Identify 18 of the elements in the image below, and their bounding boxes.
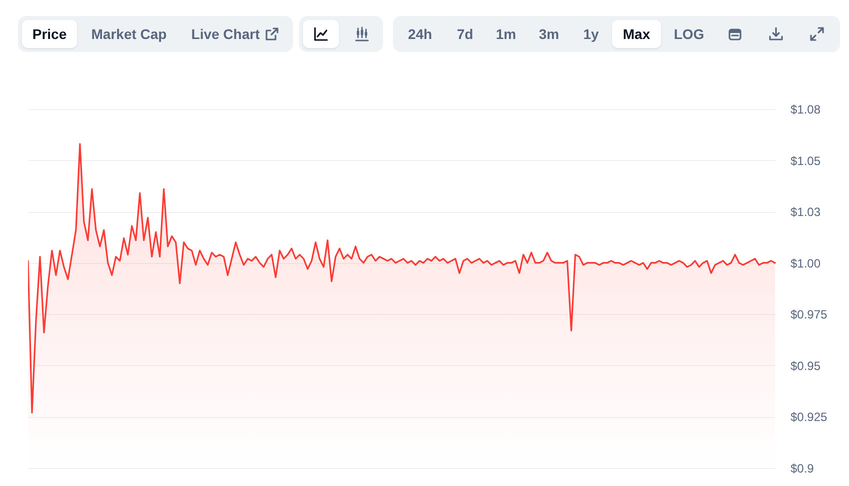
text: LOG: [674, 26, 704, 42]
text: 7d: [456, 26, 474, 42]
text: 24h: [408, 26, 432, 42]
text: Live Chart: [191, 26, 260, 42]
text: Market Cap: [91, 26, 167, 42]
button: Price: [22, 20, 77, 48]
y-tick-label: $1.03: [790, 205, 821, 220]
y-tick-label: $0.9: [790, 462, 814, 476]
y-tick-label: $1.00: [790, 256, 821, 270]
y-tick-label: $1.08: [790, 102, 821, 116]
y-tick-label: $1.05: [790, 154, 821, 168]
button: Max: [612, 20, 661, 48]
text: 1m: [496, 26, 516, 42]
y-tick-label: $0.95: [790, 358, 821, 373]
y-tick-label: $0.975: [790, 308, 828, 322]
text: 3m: [538, 26, 560, 42]
y-tick-label: $0.925: [790, 410, 828, 424]
text: 1y: [583, 26, 599, 42]
